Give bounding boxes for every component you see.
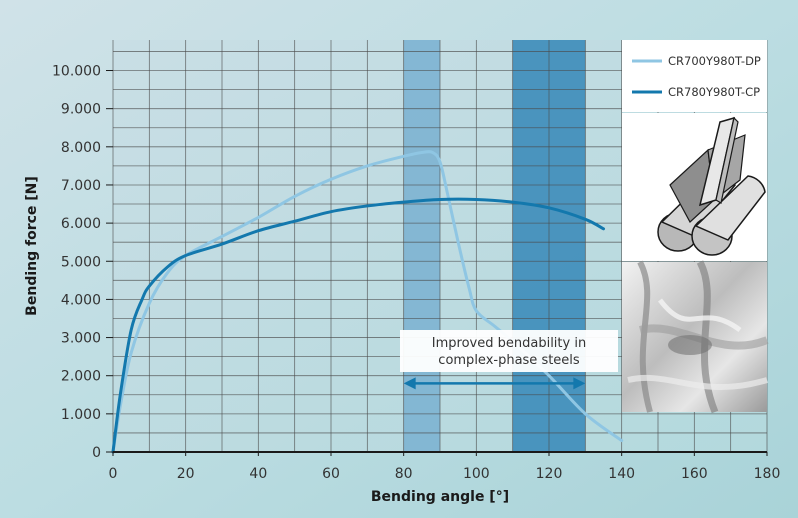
series-lines — [111, 150, 624, 454]
x-tick-label: 160 — [681, 466, 708, 482]
x-axis-title: Bending angle [°] — [371, 489, 509, 505]
y-tick-label: 5.000 — [61, 254, 101, 270]
legend-label-dp: CR700Y980T-DP — [668, 54, 761, 68]
legend-label-cp: CR780Y980T-CP — [668, 85, 760, 99]
annotation-arrow-head-left — [403, 377, 416, 390]
x-tick-label: 20 — [177, 466, 195, 482]
annotation-text: Improved bendability in — [432, 336, 586, 351]
x-tick-label: 140 — [608, 466, 635, 482]
series-line-1 — [111, 197, 605, 454]
inset-bending-test-schematic — [622, 113, 767, 261]
photo-fold-1 — [637, 260, 653, 413]
y-tick-label: 7.000 — [61, 178, 101, 194]
annotation-text: complex-phase steels — [438, 353, 580, 368]
series-line-0 — [111, 150, 624, 454]
x-tick-label: 80 — [395, 466, 413, 482]
photo-fold-2 — [696, 260, 719, 414]
y-tick-label: 4.000 — [61, 292, 101, 308]
photo-fold-4 — [658, 298, 742, 333]
x-tick-label: 120 — [536, 466, 563, 482]
annotation-arrow-head-right — [573, 377, 586, 390]
x-tick-label: 0 — [109, 466, 118, 482]
y-axis-title: Bending force [N] — [24, 176, 40, 316]
y-tick-label: 0 — [92, 445, 101, 461]
x-tick-label: 40 — [249, 466, 267, 482]
y-tick-label: 1.000 — [61, 407, 101, 423]
punch-blade-side — [715, 116, 739, 204]
y-tick-label: 8.000 — [61, 140, 101, 156]
y-tick-label: 3.000 — [61, 331, 101, 347]
photo-fold-5 — [627, 374, 768, 390]
y-tick-label: 9.000 — [61, 102, 101, 118]
x-tick-label: 100 — [463, 466, 490, 482]
shaded-region-0 — [403, 40, 440, 452]
x-tick-label: 180 — [754, 466, 781, 482]
axes: 0 20 40 60 80 100 120 140 160 180 0 1.000 2.000 3.000… — [52, 64, 780, 482]
legend: CR700Y980T-DP CR780Y980T-CP — [622, 40, 767, 112]
annotation: Improved bendability in complex-phase ste… — [400, 330, 618, 390]
x-tick-label: 60 — [322, 466, 340, 482]
roller-right-body — [694, 175, 766, 241]
inset-bent-sample-photo — [622, 260, 769, 414]
y-tick-label: 6.000 — [61, 216, 101, 232]
annotation-box — [400, 330, 618, 372]
photo-crease — [668, 335, 712, 355]
y-tick-label: 10.000 — [52, 64, 101, 80]
y-tick-label: 2.000 — [61, 369, 101, 385]
legend-box — [622, 40, 767, 112]
